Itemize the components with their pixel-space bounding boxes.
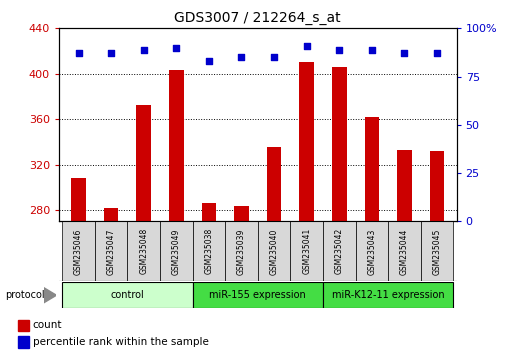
Text: GSM235049: GSM235049 [172,228,181,275]
Bar [225,221,258,281]
Bar [18,336,29,348]
Bar [332,67,347,221]
Text: GSM235048: GSM235048 [139,228,148,274]
Text: count: count [33,320,63,330]
Point [140,47,148,52]
Bar [136,105,151,221]
Bar [290,221,323,281]
Bar [160,221,192,281]
Text: control: control [111,290,144,300]
Text: miR-155 expression: miR-155 expression [209,290,306,300]
Point [335,47,343,52]
Text: GSM235042: GSM235042 [335,228,344,274]
Bar [62,282,192,308]
Text: percentile rank within the sample: percentile rank within the sample [33,337,209,347]
Text: protocol: protocol [5,290,45,300]
Text: GSM235047: GSM235047 [107,228,115,275]
Bar [202,203,216,221]
Bar [323,282,453,308]
Point [400,51,408,56]
Bar [267,148,282,221]
Point [205,58,213,64]
Point [303,43,311,48]
Bar [430,151,444,221]
Text: GSM235046: GSM235046 [74,228,83,275]
Bar [18,320,29,331]
Bar [62,221,95,281]
Text: GSM235044: GSM235044 [400,228,409,275]
Point [74,51,83,56]
Point [238,55,246,60]
Bar [258,221,290,281]
Bar [95,221,127,281]
Bar [397,150,412,221]
Text: GSM235039: GSM235039 [237,228,246,275]
Text: GSM235043: GSM235043 [367,228,377,275]
Bar [356,221,388,281]
Title: GDS3007 / 212264_s_at: GDS3007 / 212264_s_at [174,11,341,24]
Point [368,47,376,52]
Point [433,51,441,56]
Point [270,55,278,60]
Polygon shape [44,287,56,303]
Bar [192,221,225,281]
Text: GSM235045: GSM235045 [432,228,442,275]
Bar [192,282,323,308]
Point [172,45,181,50]
Bar [127,221,160,281]
Bar [388,221,421,281]
Bar [104,208,119,221]
Text: GSM235041: GSM235041 [302,228,311,274]
Bar [234,206,249,221]
Bar [421,221,453,281]
Point [107,51,115,56]
Bar [323,221,356,281]
Text: GSM235038: GSM235038 [204,228,213,274]
Bar [169,70,184,221]
Text: miR-K12-11 expression: miR-K12-11 expression [332,290,444,300]
Bar [365,117,379,221]
Bar [299,62,314,221]
Bar [71,178,86,221]
Text: GSM235040: GSM235040 [269,228,279,275]
